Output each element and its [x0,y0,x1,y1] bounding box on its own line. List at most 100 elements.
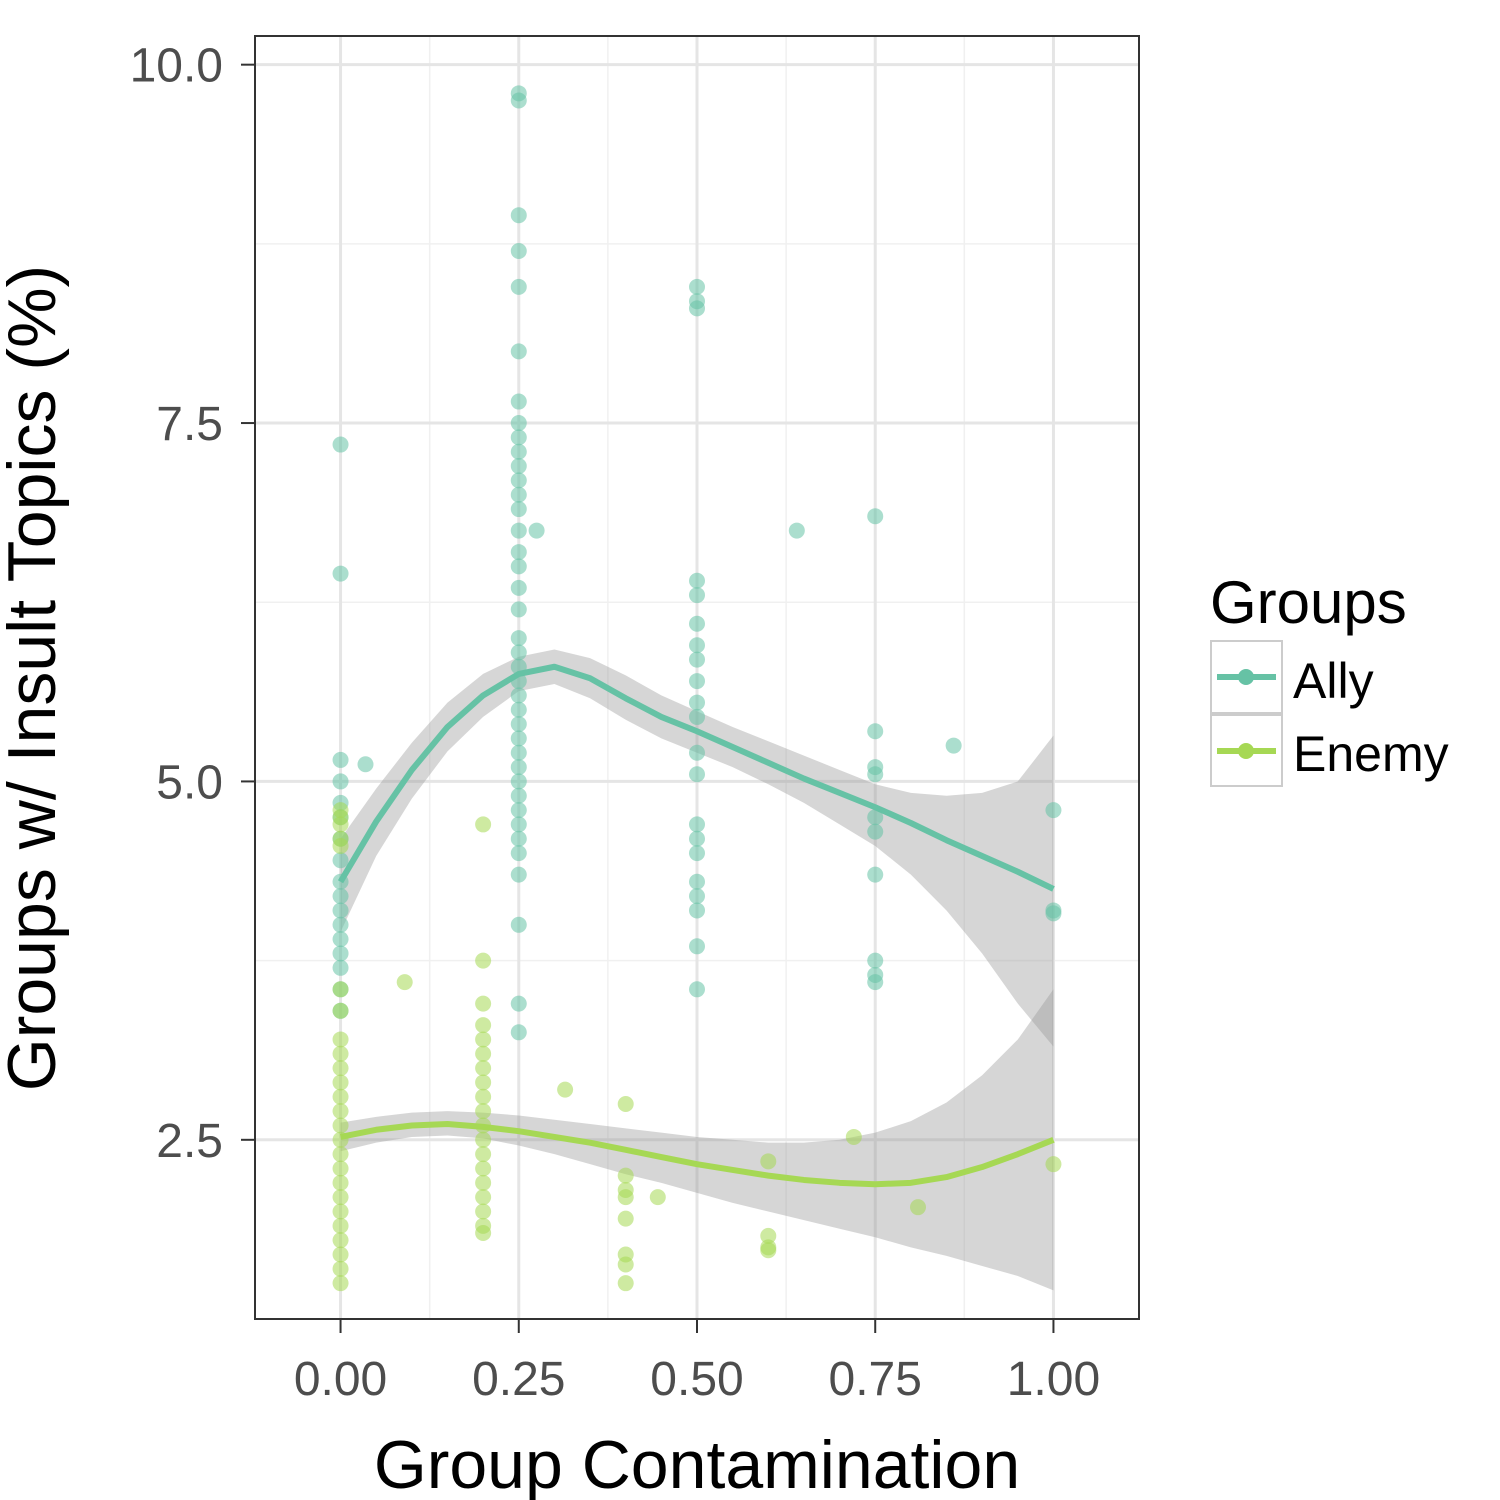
legend-label-ally: Ally [1293,653,1374,709]
data-point-ally [689,651,705,668]
data-point-enemy [475,1074,492,1091]
data-point-enemy [475,1045,492,1062]
data-point-enemy [332,1203,349,1220]
fit-line-ally [337,663,1055,892]
y-tick-label: 10.0 [130,40,223,93]
legend-title: Groups [1210,569,1407,636]
y-tick-label: 5.0 [156,756,223,809]
data-point-enemy [617,1256,634,1273]
data-point-ally [357,756,374,773]
data-point-ally [788,522,805,539]
data-point-ally [510,579,527,596]
data-point-ally [510,744,527,761]
data-point-ally [510,995,527,1012]
data-point-enemy [475,1189,492,1206]
data-point-enemy [332,1232,349,1249]
confidence-band-enemy [340,989,1054,1291]
data-point-ally [867,766,884,783]
data-point-enemy [332,1031,349,1048]
data-point-ally [510,501,527,518]
data-point-ally [867,809,884,826]
data-point-ally [510,1024,527,1041]
data-point-ally [867,823,884,840]
data-point-ally [510,429,527,446]
data-point-enemy [617,1167,634,1184]
data-point-ally [510,730,527,747]
data-point-enemy [396,974,413,991]
data-point-ally [689,873,705,890]
x-tick-label: 1.00 [1007,1353,1100,1406]
data-point-ally [1045,905,1062,922]
data-point-enemy [332,1146,349,1163]
data-point-ally [510,787,527,804]
data-point-enemy [760,1242,777,1259]
data-point-ally [945,737,962,754]
data-point-enemy [475,1160,492,1177]
data-point-enemy [332,1060,349,1077]
data-point-ally [689,816,705,833]
data-point-enemy [332,1088,349,1105]
data-point-ally [332,959,349,976]
data-point-enemy [332,1246,349,1263]
data-point-enemy [475,1103,492,1120]
data-point-ally [510,630,527,647]
data-point-ally [689,300,705,317]
data-point-enemy [332,1174,349,1191]
x-tick-label: 0.50 [650,1353,743,1406]
data-point-ally [689,766,705,783]
data-point-ally [510,644,527,661]
data-point-enemy [1045,1156,1062,1173]
data-point-ally [867,974,884,991]
data-point-ally [510,393,527,410]
data-point-enemy [332,837,349,854]
fit-lines [337,663,1055,1188]
y-tick-label: 2.5 [156,1115,223,1168]
data-point-enemy [332,981,349,998]
data-point-ally [510,343,527,360]
legend-dot-enemy [1238,743,1254,759]
data-point-enemy [760,1153,777,1170]
data-point-ally [510,278,527,295]
y-axis-ticks: 2.5 5.0 7.5 10.0 [130,40,255,1168]
x-tick-label: 0.75 [829,1353,922,1406]
legend-label-enemy: Enemy [1293,726,1449,782]
data-point-enemy [332,1275,349,1292]
data-point-ally [332,773,349,790]
data-point-ally [510,243,527,260]
data-point-enemy [475,1146,492,1163]
data-point-enemy [845,1128,862,1145]
data-point-ally [689,845,705,862]
data-point-enemy [475,952,492,969]
data-point-ally [332,751,349,768]
data-point-ally [510,759,527,776]
data-point-ally [689,708,705,725]
data-point-ally [510,92,527,109]
x-axis-ticks: 0.00 0.25 0.50 0.75 1.00 [294,1319,1100,1406]
data-point-ally [510,802,527,819]
data-point-ally [510,207,527,224]
data-point-enemy [475,816,492,833]
data-point-enemy [910,1199,926,1216]
data-point-ally [510,601,527,618]
data-point-ally [510,845,527,862]
data-point-ally [332,852,349,869]
data-point-ally [510,773,527,790]
data-point-enemy [617,1095,634,1112]
data-point-ally [332,916,349,933]
data-point-ally [867,723,884,740]
data-point-enemy [557,1081,574,1098]
data-point-ally [689,981,705,998]
data-point-ally [332,565,349,582]
y-tick-label: 7.5 [156,398,223,451]
data-points [332,85,1062,1292]
data-point-ally [510,415,527,432]
data-point-enemy [332,1103,349,1120]
data-point-enemy [760,1227,777,1244]
data-point-ally [510,558,527,575]
data-point-ally [510,830,527,847]
data-point-ally [689,278,705,295]
data-point-enemy [649,1189,666,1206]
data-point-ally [867,952,884,969]
data-point-enemy [332,1189,349,1206]
